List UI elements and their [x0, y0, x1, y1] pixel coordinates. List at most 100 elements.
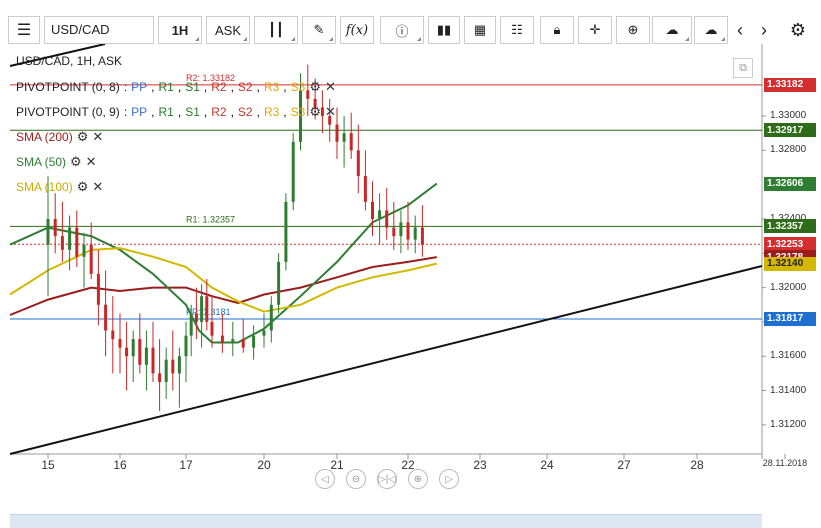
candle-body [277, 261, 281, 305]
zoom-button[interactable]: ⊕ [616, 16, 650, 44]
candle-body [164, 359, 168, 382]
candle-body [205, 296, 209, 322]
chart-type-button[interactable]: ┃┃ [254, 16, 298, 44]
lock-icon: 🔒︎ [553, 22, 561, 37]
price-tag: 1.32140 [764, 256, 816, 271]
price-type-select[interactable]: ASK [206, 16, 250, 44]
candle-body [378, 210, 382, 219]
drawing-tool-button[interactable]: ✎ [302, 16, 336, 44]
time-tick-label: 22 [401, 458, 415, 472]
gear-icon: ⚙ [789, 19, 807, 40]
candle-body [177, 356, 181, 374]
candle-body [385, 210, 389, 228]
timeframe-select[interactable]: 1H [158, 16, 202, 44]
scroll-back-button[interactable]: ◁ [315, 469, 335, 489]
chart-area[interactable]: R2: 1.33182 R1: 1.32357 PP: 1.3181 USD/CAD… [0, 44, 821, 528]
candle-body [89, 244, 93, 274]
gear-icon[interactable]: ⚙ [309, 104, 321, 119]
scroll-forward-button[interactable]: ▷ [439, 469, 459, 489]
time-tick-label: 27 [617, 458, 631, 472]
candle-body [53, 218, 57, 237]
info-icon: ⓘ [395, 23, 409, 39]
navigator[interactable] [10, 514, 762, 528]
close-icon[interactable]: ✕ [324, 104, 336, 119]
price-tick-label: 1.32400 [770, 213, 806, 224]
download-button[interactable]: ☁ [694, 16, 728, 44]
price-tag: 1.32253 [764, 237, 816, 252]
candle-body [420, 227, 424, 245]
candle-body [349, 133, 353, 151]
candle-body [241, 339, 245, 348]
gear-icon[interactable]: ⚙ [76, 179, 89, 194]
volume-button[interactable]: ▮▮ [428, 16, 460, 44]
gear-icon[interactable]: ⚙ [309, 79, 321, 94]
lock-button[interactable]: 🔒︎ [540, 16, 574, 44]
candle-body [371, 201, 374, 219]
candlestick-icon: ┃┃ [268, 22, 284, 37]
legend-sma-50: SMA (50) ⚙ ✕ [16, 154, 97, 169]
gear-icon[interactable]: ⚙ [76, 129, 89, 144]
close-icon[interactable]: ✕ [324, 79, 336, 94]
candle-body [200, 296, 204, 322]
news-button[interactable]: ☷ [500, 16, 534, 44]
time-tick-label: 24 [540, 458, 554, 472]
candle-body [269, 304, 273, 331]
calendar-button[interactable]: ▦ [464, 16, 496, 44]
toolbar: ☰ USD/CAD 1H ASK ┃┃ ✎ f(x) ⓘ ▮▮ ▦ ☷ 🔒︎ ✛… [0, 0, 821, 44]
close-icon[interactable]: ✕ [85, 154, 97, 169]
candle-body [118, 339, 122, 348]
zoom-out-button[interactable]: ⊖ [346, 469, 366, 489]
price-tag: 1.31817 [764, 311, 816, 326]
function-icon: f(x) [345, 22, 369, 38]
candle-body [189, 313, 193, 336]
candle-body [356, 150, 360, 177]
candle-body [60, 236, 64, 250]
price-tick-label: 1.33000 [770, 110, 807, 122]
gear-icon[interactable]: ⚙ [70, 154, 82, 169]
candle-body [210, 321, 214, 336]
candle-body [171, 359, 175, 374]
candle-body [144, 347, 148, 365]
info-button[interactable]: ⓘ [380, 16, 424, 44]
time-tick-label: 15 [41, 458, 55, 472]
crosshair-button[interactable]: ✛ [578, 16, 612, 44]
close-icon[interactable]: ✕ [92, 129, 104, 144]
candle-body [138, 339, 142, 365]
indicators-button[interactable]: f(x) [340, 16, 374, 44]
candle-body [111, 330, 115, 340]
scroll-right-button[interactable]: › [752, 16, 776, 44]
reset-view-button[interactable]: ▷|◁ [377, 469, 397, 489]
time-tick-label: 17 [179, 458, 193, 472]
price-tag: 1.32917 [764, 123, 816, 138]
zoom-in-button[interactable]: ⊕ [408, 469, 428, 489]
candle-body [335, 124, 339, 142]
candle-body [413, 227, 417, 240]
price-tick-label: 1.32000 [770, 281, 807, 293]
crosshair-icon: ✛ [589, 22, 601, 37]
symbol-input[interactable]: USD/CAD [44, 16, 154, 44]
candle-body [125, 347, 129, 357]
settings-button[interactable]: ⚙ [784, 16, 812, 44]
chevron-right-icon: › [761, 19, 767, 40]
candle-body [320, 107, 324, 117]
candle-body [392, 227, 396, 237]
candle-body [262, 330, 266, 336]
candle-body [184, 335, 188, 357]
candle-body [313, 98, 317, 108]
pivot-level-label: R2: 1.33182 [186, 73, 235, 83]
scroll-left-button[interactable]: ‹ [728, 16, 752, 44]
sma-200-line [9, 256, 437, 316]
candle-body [284, 201, 288, 262]
chevron-left-icon: ‹ [737, 19, 743, 40]
zoom-icon: ⊕ [627, 22, 639, 37]
upload-button[interactable]: ☁ [652, 16, 692, 44]
support-trendline [9, 265, 763, 455]
menu-button[interactable]: ☰ [8, 16, 40, 44]
close-icon[interactable]: ✕ [92, 179, 104, 194]
sma-100-line [9, 247, 438, 313]
chart-title: USD/CAD, 1H, ASK [16, 54, 123, 68]
candle-body [399, 222, 403, 237]
popout-button[interactable]: ⧉ [733, 58, 753, 78]
time-tick-label: 28.11.2018 [762, 458, 808, 468]
